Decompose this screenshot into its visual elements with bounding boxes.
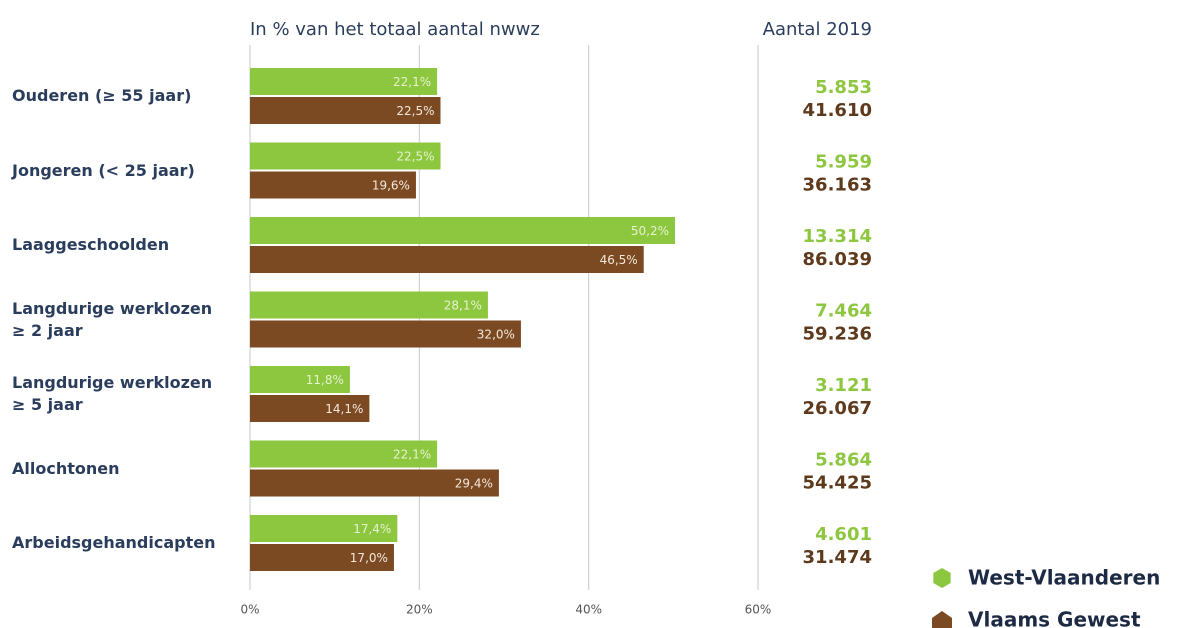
bar [250, 97, 441, 124]
x-tick-label: 60% [745, 603, 772, 617]
value-label: 50,2% [631, 224, 669, 238]
value-label: 28,1% [444, 299, 482, 313]
bar [250, 469, 499, 497]
count-label: 26.067 [803, 398, 872, 419]
x-tick-label: 0% [240, 603, 259, 617]
count-label: 5.959 [815, 152, 872, 173]
count-label: 5.853 [815, 77, 872, 98]
value-label: 22,5% [396, 150, 434, 164]
value-label: 17,4% [353, 522, 391, 536]
value-label: 22,1% [393, 448, 431, 462]
count-label: 59.236 [803, 324, 872, 345]
bar [250, 68, 438, 95]
legend-label: Vlaams Gewest [968, 608, 1141, 628]
count-label: 7.464 [815, 301, 872, 322]
count-label: 86.039 [803, 249, 872, 270]
bar [250, 217, 676, 244]
count-label: 3.121 [815, 375, 872, 396]
value-label: 11,8% [306, 373, 344, 387]
value-label: 46,5% [600, 253, 638, 267]
value-label: 17,0% [350, 551, 388, 565]
count-label: 4.601 [815, 524, 872, 545]
value-label: 22,1% [393, 75, 431, 89]
count-label: 13.314 [803, 226, 872, 247]
bar [250, 395, 370, 422]
category-label: Laaggeschoolden [12, 235, 170, 254]
count-label: 54.425 [803, 473, 872, 494]
bar [250, 142, 441, 170]
count-label: 41.610 [803, 100, 872, 121]
bar [250, 291, 488, 319]
bar [250, 320, 521, 348]
category-label: Jongeren (< 25 jaar) [12, 160, 195, 180]
count-label: 36.163 [803, 175, 872, 196]
value-label: 22,5% [396, 104, 434, 118]
bar [250, 544, 394, 571]
value-label: 19,6% [372, 179, 410, 193]
legend-swatch [933, 568, 951, 588]
category-label: Ouderen (≥ 55 jaar) [12, 86, 192, 105]
bar [250, 366, 350, 393]
value-label: 29,4% [455, 477, 493, 491]
category-label: Langdurige werklozen ≥ 2 jaar [12, 298, 213, 340]
bar [250, 171, 416, 199]
category-label: Langdurige werklozen ≥ 5 jaar [12, 373, 213, 414]
x-tick-label: 20% [406, 603, 433, 617]
bar [250, 246, 644, 273]
value-label: 14,1% [325, 402, 363, 416]
legend-label: West-Vlaanderen [968, 566, 1160, 590]
bar [250, 440, 438, 468]
category-label: Allochtonen [12, 458, 120, 478]
value-label: 32,0% [477, 328, 515, 342]
bar [250, 515, 398, 542]
count-label: 5.864 [815, 450, 872, 471]
count-label: 31.474 [803, 547, 872, 568]
category-label: Arbeidsgehandicapten [12, 533, 216, 552]
subtitle: In % van het totaal aantal nwwz [250, 19, 540, 40]
legend-swatch [932, 611, 952, 628]
count-header: Aantal 2019 [763, 19, 872, 40]
x-tick-label: 40% [575, 603, 602, 617]
